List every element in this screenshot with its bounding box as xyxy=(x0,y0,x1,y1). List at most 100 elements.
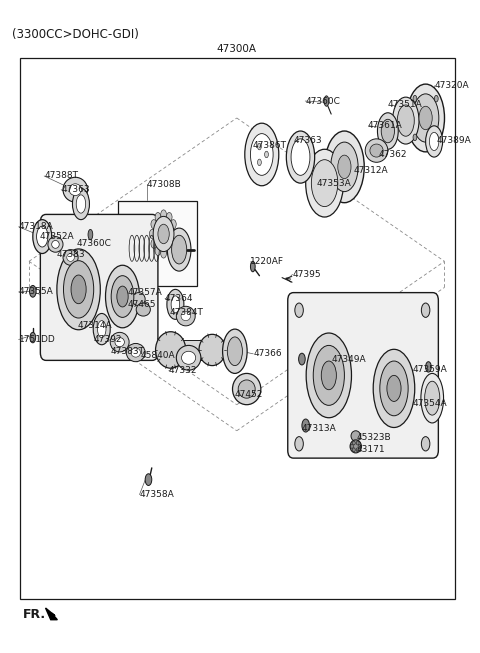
Text: 47320A: 47320A xyxy=(435,81,470,90)
Ellipse shape xyxy=(176,306,195,326)
Ellipse shape xyxy=(338,155,351,178)
Ellipse shape xyxy=(393,97,419,144)
Ellipse shape xyxy=(171,296,180,313)
Ellipse shape xyxy=(110,332,129,352)
Ellipse shape xyxy=(413,95,417,102)
Ellipse shape xyxy=(149,229,155,238)
Ellipse shape xyxy=(302,419,310,432)
Ellipse shape xyxy=(29,285,36,297)
Text: 47318A: 47318A xyxy=(19,222,53,231)
Ellipse shape xyxy=(155,246,161,255)
Text: 47332: 47332 xyxy=(169,366,197,375)
Ellipse shape xyxy=(93,313,110,345)
Ellipse shape xyxy=(306,150,344,217)
Ellipse shape xyxy=(155,212,161,221)
Ellipse shape xyxy=(373,349,415,428)
Ellipse shape xyxy=(170,219,176,229)
Ellipse shape xyxy=(258,143,261,150)
Ellipse shape xyxy=(63,249,78,265)
Text: 47363: 47363 xyxy=(293,136,322,145)
Ellipse shape xyxy=(168,228,191,271)
Ellipse shape xyxy=(397,105,414,136)
Ellipse shape xyxy=(176,345,201,370)
Text: 47352A: 47352A xyxy=(39,232,74,241)
Ellipse shape xyxy=(126,343,145,362)
Text: 47357A: 47357A xyxy=(127,288,162,297)
Ellipse shape xyxy=(434,134,438,140)
Ellipse shape xyxy=(199,334,226,366)
Ellipse shape xyxy=(251,261,255,272)
Text: 47358A: 47358A xyxy=(140,490,174,499)
Ellipse shape xyxy=(151,239,156,248)
Ellipse shape xyxy=(306,333,351,418)
Ellipse shape xyxy=(324,96,329,106)
Ellipse shape xyxy=(57,249,100,330)
Ellipse shape xyxy=(258,159,261,166)
Polygon shape xyxy=(46,608,57,620)
Text: 43171: 43171 xyxy=(357,445,385,453)
Ellipse shape xyxy=(228,337,242,366)
Ellipse shape xyxy=(321,361,336,390)
Text: 47395: 47395 xyxy=(292,270,321,279)
Text: 47392: 47392 xyxy=(93,335,122,344)
Text: 47354A: 47354A xyxy=(412,399,447,408)
Ellipse shape xyxy=(331,142,358,191)
Ellipse shape xyxy=(299,353,305,365)
Ellipse shape xyxy=(156,332,186,368)
Text: 47314A: 47314A xyxy=(77,321,112,330)
Ellipse shape xyxy=(350,440,361,453)
Text: 45840A: 45840A xyxy=(141,351,175,360)
Ellipse shape xyxy=(72,188,89,219)
Ellipse shape xyxy=(132,293,145,306)
Ellipse shape xyxy=(356,441,359,445)
Ellipse shape xyxy=(238,380,255,398)
Ellipse shape xyxy=(106,265,140,328)
Ellipse shape xyxy=(76,195,85,213)
Text: 47351A: 47351A xyxy=(388,101,422,110)
FancyBboxPatch shape xyxy=(288,293,438,458)
Ellipse shape xyxy=(71,275,86,304)
Bar xyxy=(20,58,455,599)
Text: 47384T: 47384T xyxy=(170,308,204,317)
Ellipse shape xyxy=(407,84,444,152)
Text: 47465: 47465 xyxy=(127,300,156,310)
Text: 47313A: 47313A xyxy=(302,424,336,433)
Bar xyxy=(171,340,212,360)
Text: 45323B: 45323B xyxy=(357,433,391,442)
Text: 47452: 47452 xyxy=(234,390,263,399)
Text: 47300A: 47300A xyxy=(217,44,257,54)
Ellipse shape xyxy=(421,437,430,451)
Ellipse shape xyxy=(358,445,361,449)
Ellipse shape xyxy=(52,240,59,248)
Ellipse shape xyxy=(69,183,82,195)
Ellipse shape xyxy=(434,95,438,102)
Text: 47353A: 47353A xyxy=(316,179,351,187)
Ellipse shape xyxy=(419,106,432,130)
Text: 47383T: 47383T xyxy=(110,347,144,356)
Text: 47363: 47363 xyxy=(61,185,90,194)
Ellipse shape xyxy=(33,219,52,253)
Ellipse shape xyxy=(351,431,360,441)
Text: 1220AF: 1220AF xyxy=(250,257,284,266)
Ellipse shape xyxy=(426,362,431,372)
Bar xyxy=(118,201,197,286)
Ellipse shape xyxy=(63,177,87,202)
Text: 47389A: 47389A xyxy=(437,136,472,145)
Ellipse shape xyxy=(151,219,156,229)
Ellipse shape xyxy=(251,134,273,175)
Ellipse shape xyxy=(412,94,439,142)
Text: 47383: 47383 xyxy=(57,250,85,259)
Ellipse shape xyxy=(421,303,430,317)
Text: FR.: FR. xyxy=(24,608,47,621)
Text: 47366: 47366 xyxy=(253,349,282,358)
Ellipse shape xyxy=(117,286,128,307)
Ellipse shape xyxy=(115,338,124,347)
Ellipse shape xyxy=(67,253,74,261)
Ellipse shape xyxy=(377,113,398,150)
Ellipse shape xyxy=(387,375,401,402)
Ellipse shape xyxy=(365,139,388,163)
Ellipse shape xyxy=(381,119,395,143)
Text: 1751DD: 1751DD xyxy=(19,335,55,344)
Text: 47364: 47364 xyxy=(165,294,193,303)
Ellipse shape xyxy=(145,474,152,485)
